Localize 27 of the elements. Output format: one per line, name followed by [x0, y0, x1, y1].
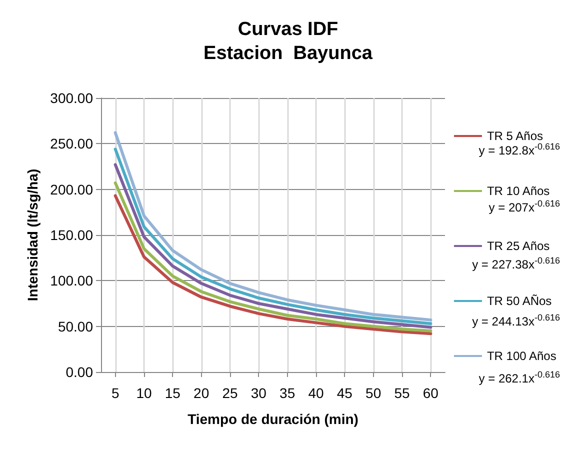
x-tick-label: 15 [164, 385, 181, 401]
y-tick-label: 200.00 [50, 181, 94, 198]
y-tick-label: 300.00 [50, 90, 94, 106]
x-tick-label: 45 [336, 385, 353, 401]
x-tick-label: 5 [111, 385, 120, 401]
y-tick-label: 150.00 [50, 227, 94, 243]
x-tick-label: 60 [422, 385, 439, 401]
chart-title: Curvas IDF Estacion Bayunca [204, 19, 373, 64]
x-axis-title: Tiempo de duración (min) [188, 411, 358, 427]
legend-label: TR 50 AÑos [486, 294, 552, 308]
x-tick-label: 35 [280, 385, 296, 401]
x-tick-label: 30 [250, 385, 267, 401]
x-tick-label: 55 [394, 385, 410, 401]
y-tick-label: 0.00 [66, 364, 94, 380]
legend-label: TR 5 Años [486, 129, 543, 143]
y-tick-label: 50.00 [58, 318, 94, 334]
x-tick-label: 50 [366, 385, 382, 401]
y-axis-title: Intensidad (lt/sg/ha) [24, 168, 40, 302]
y-tick-label: 100.00 [50, 272, 94, 289]
y-tick-label: 250.00 [50, 136, 94, 152]
legend-label: TR 10 Años [486, 184, 550, 198]
legend-label: TR 25 Años [486, 239, 550, 253]
x-tick-label: 20 [194, 385, 210, 401]
legend-label: TR 100 Años [486, 349, 556, 363]
x-tick-label: 25 [222, 385, 238, 401]
x-tick-label: 40 [308, 385, 324, 401]
x-tick-label: 10 [136, 385, 152, 401]
